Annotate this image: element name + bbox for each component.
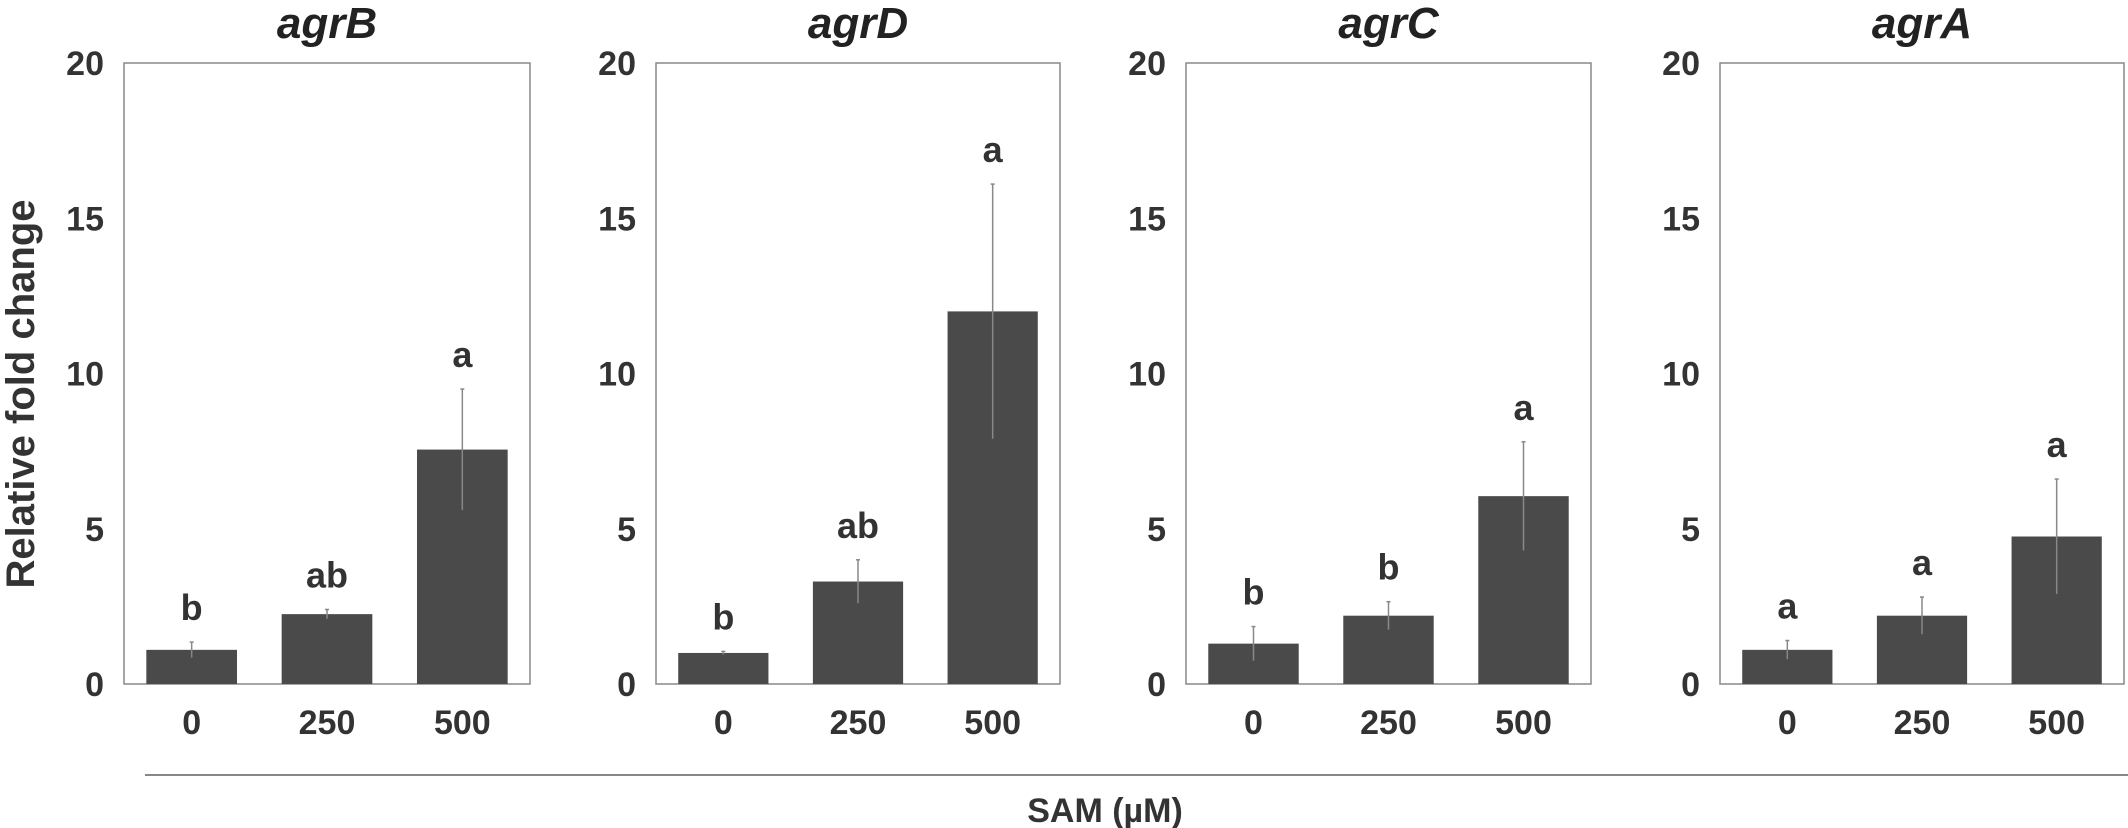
x-tick-label: 0 xyxy=(182,704,201,742)
significance-label: b xyxy=(712,596,734,637)
y-axis-title: Relative fold change xyxy=(0,200,43,589)
chart-title: agrB xyxy=(277,0,377,48)
y-tick-label: 0 xyxy=(85,666,104,704)
y-tick-label: 10 xyxy=(1128,356,1166,394)
y-tick-label: 5 xyxy=(1681,511,1700,549)
chart-panel-agrD: agrD 0 5 10 15 20 b 0 ab 250 a 500 xyxy=(598,0,1061,742)
bar xyxy=(678,652,769,684)
x-tick-label: 0 xyxy=(714,704,733,742)
significance-label: ab xyxy=(306,554,348,595)
x-tick-label: 0 xyxy=(1778,704,1797,742)
x-tick-label: 0 xyxy=(1244,704,1263,742)
chart-panel-agrC: agrC 0 5 10 15 20 b 0 b 250 a 500 xyxy=(1128,0,1592,742)
significance-label: b xyxy=(181,587,203,628)
chart-title: agrA xyxy=(1872,0,1972,48)
significance-label: b xyxy=(1243,572,1265,613)
chart-panels: agrB05101520b0ab250a500agrD05101520b0ab2… xyxy=(66,0,2125,742)
chart-panel-agrA: agrA 0 5 10 15 20 a 0 a 250 a 500 xyxy=(1662,0,2125,742)
significance-label: ab xyxy=(837,505,879,546)
significance-label: a xyxy=(1912,542,1933,583)
y-tick-label: 10 xyxy=(1662,356,1700,394)
significance-label: a xyxy=(1777,586,1798,627)
y-tick-label: 10 xyxy=(66,356,104,394)
y-tick-label: 5 xyxy=(617,511,636,549)
y-tick-label: 15 xyxy=(1128,200,1166,238)
y-tick-label: 10 xyxy=(598,356,636,394)
x-tick-label: 250 xyxy=(1360,704,1417,742)
y-tick-label: 20 xyxy=(1128,45,1166,83)
x-tick-label: 500 xyxy=(2028,704,2085,742)
significance-label: b xyxy=(1378,547,1400,588)
significance-label: a xyxy=(452,334,473,375)
x-tick-label: 500 xyxy=(964,704,1021,742)
x-tick-label: 250 xyxy=(830,704,887,742)
y-tick-label: 5 xyxy=(1147,511,1166,549)
chart-title: agrC xyxy=(1338,0,1439,48)
y-tick-label: 15 xyxy=(66,200,104,238)
x-tick-label: 250 xyxy=(1894,704,1951,742)
y-tick-label: 20 xyxy=(66,45,104,83)
y-tick-label: 20 xyxy=(598,45,636,83)
y-tick-label: 0 xyxy=(1681,666,1700,704)
y-tick-label: 15 xyxy=(598,200,636,238)
y-tick-label: 0 xyxy=(617,666,636,704)
significance-label: a xyxy=(2047,424,2068,465)
y-tick-label: 5 xyxy=(85,511,104,549)
chart-panel-agrB: agrB 0 5 10 15 20 b 0 ab 250 a 500 xyxy=(66,0,531,742)
y-tick-label: 0 xyxy=(1147,666,1166,704)
chart-title: agrD xyxy=(808,0,908,48)
x-tick-label: 500 xyxy=(1495,704,1552,742)
x-tick-label: 500 xyxy=(434,704,491,742)
x-axis-title: SAM (µM) xyxy=(1027,792,1183,828)
significance-label: a xyxy=(1513,387,1534,428)
x-tick-label: 250 xyxy=(299,704,356,742)
bar xyxy=(281,614,373,684)
significance-label: a xyxy=(983,129,1004,170)
y-tick-label: 15 xyxy=(1662,200,1700,238)
y-tick-label: 20 xyxy=(1662,45,1700,83)
